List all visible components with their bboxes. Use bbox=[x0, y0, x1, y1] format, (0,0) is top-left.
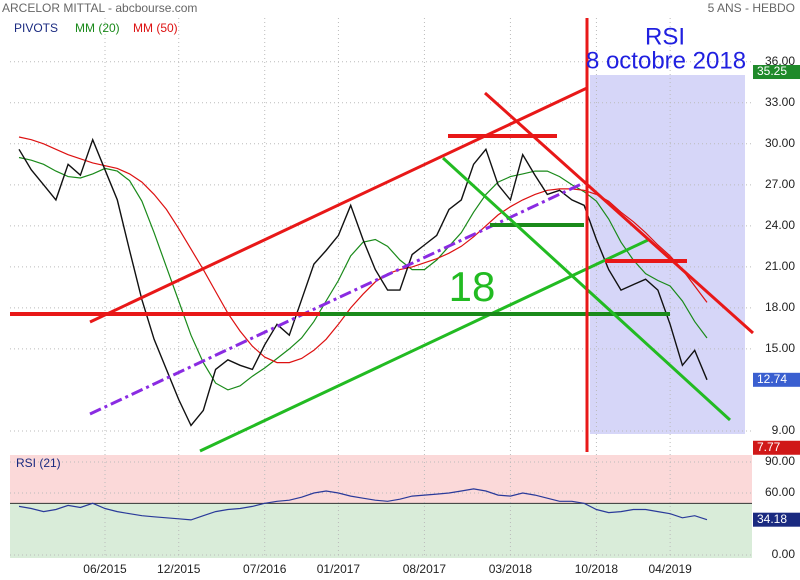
data-line bbox=[18, 137, 708, 427]
x-tick-label: 01/2017 bbox=[317, 562, 361, 576]
y-tick-label: 15.00 bbox=[765, 341, 795, 355]
y-tick-label: 90.00 bbox=[765, 454, 795, 468]
y-tick-label: 33.00 bbox=[765, 95, 795, 109]
x-tick-label: 10/2018 bbox=[575, 562, 619, 576]
annotation: 18 bbox=[449, 263, 496, 310]
trend-line bbox=[483, 91, 755, 335]
x-tick-label: 08/2017 bbox=[403, 562, 447, 576]
data-line bbox=[18, 136, 708, 364]
trend-line bbox=[89, 178, 591, 416]
y-tick-label: 30.00 bbox=[765, 136, 795, 150]
y-tick-label: 21.00 bbox=[765, 259, 795, 273]
price-tag-label: 34.18 bbox=[757, 512, 787, 526]
trend-line bbox=[89, 86, 588, 324]
data-line bbox=[18, 156, 708, 391]
x-tick-label: 03/2018 bbox=[489, 562, 533, 576]
legend-entry: MM (20) bbox=[75, 21, 120, 35]
data-line bbox=[18, 488, 708, 521]
x-tick-label: 06/2015 bbox=[83, 562, 127, 576]
price-tag-label: 35.25 bbox=[757, 64, 787, 78]
y-tick-label: 18.00 bbox=[765, 300, 795, 314]
chart-title: ARCELOR MITTAL - abcbourse.com bbox=[2, 1, 197, 15]
price-tag-label: 7.77 bbox=[757, 440, 781, 454]
x-tick-label: 12/2015 bbox=[157, 562, 201, 576]
y-tick-label: 60.00 bbox=[765, 485, 795, 499]
legend-entry: MM (50) bbox=[133, 21, 178, 35]
price-tag bbox=[753, 65, 800, 80]
price-tag bbox=[753, 372, 800, 387]
annotation: RSI bbox=[645, 23, 685, 50]
y-tick-label: 36.00 bbox=[765, 54, 795, 68]
y-tick-label: 0.00 bbox=[772, 547, 796, 561]
price-tag-label: 12.74 bbox=[757, 372, 787, 386]
x-tick-label: 04/2019 bbox=[648, 562, 692, 576]
drawings bbox=[10, 18, 755, 453]
rsi-title: RSI (21) bbox=[16, 456, 61, 470]
chart-subtitle: 5 ANS - HEBDO bbox=[708, 1, 795, 15]
y-tick-label: 27.00 bbox=[765, 177, 795, 191]
x-tick-label: 07/2016 bbox=[243, 562, 287, 576]
legend-entry: PIVOTS bbox=[14, 21, 58, 35]
price-tag bbox=[753, 512, 800, 527]
rsi-oversold-zone bbox=[10, 503, 752, 558]
y-tick-label: 9.00 bbox=[772, 423, 796, 437]
annotation: 8 octobre 2018 bbox=[586, 47, 746, 74]
price-tag bbox=[753, 440, 800, 455]
rsi-overbought-zone bbox=[10, 455, 752, 504]
y-tick-label: 24.00 bbox=[765, 218, 795, 232]
